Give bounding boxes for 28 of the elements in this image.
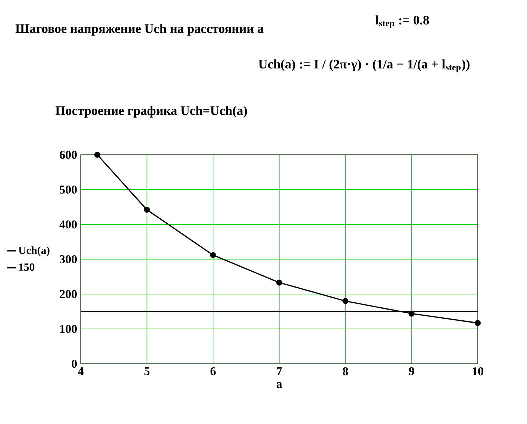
x-tick-label: 9 (409, 368, 414, 376)
y-tick-label: 100 (60, 325, 78, 334)
chart-title: Шаговое напряжение Uch на расстоянии a (16, 24, 264, 36)
y-tick-label: 500 (60, 186, 78, 194)
y-tick-label: 0 (72, 360, 78, 368)
x-tick-label: 4 (78, 368, 84, 376)
text: l$_{step}$ := 0.8 (376, 16, 430, 28)
point (475, 320, 481, 326)
x-tick-label: 10 (472, 368, 484, 376)
x-tick-label: 5 (144, 368, 150, 376)
x-tick-label: 8 (343, 368, 348, 376)
y-tick-label: 300 (60, 255, 78, 264)
x-tick-label: 6 (210, 368, 216, 376)
legend-label: 150 (19, 264, 35, 272)
y-tick-label: 200 (60, 290, 78, 298)
y-tick-label: 400 (60, 220, 78, 229)
point (408, 310, 415, 317)
y-tick-label: 600 (60, 150, 78, 160)
point (276, 280, 282, 286)
x-tick-label: 7 (277, 368, 282, 376)
point (94, 152, 101, 158)
legend-label: Uch(a) (18, 246, 50, 257)
x-axis-title: a (276, 382, 282, 388)
point (342, 298, 349, 304)
point (210, 252, 216, 258)
text: Uch(a) := I / (2π·γ) · (1/a − 1/(a + l$_{step}$)) (258, 60, 470, 72)
point (144, 207, 150, 214)
text: Построение графика Uch=Uch(a) (56, 106, 248, 118)
